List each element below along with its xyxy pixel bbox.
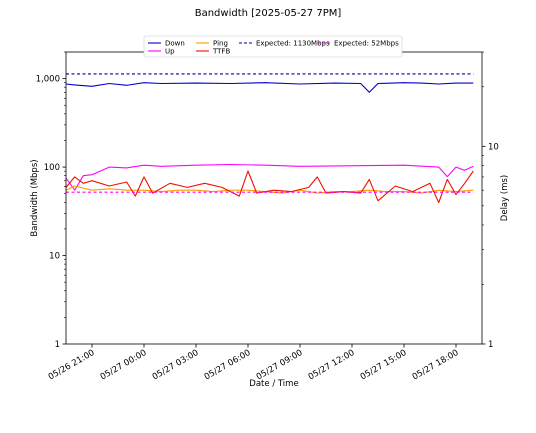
legend-label-expected-52mbps: Expected: 52Mbps	[334, 40, 399, 48]
series-line-down	[65, 82, 474, 93]
legend-label-ping: Ping	[213, 40, 228, 48]
x-tick-label: 05/27 18:00	[411, 348, 461, 383]
chart-title: Bandwidth [2025-05-27 7PM]	[195, 8, 342, 19]
x-tick-label: 05/27 06:00	[203, 348, 253, 383]
x-tick-label: 05/27 12:00	[307, 348, 357, 383]
y-tick-label: 10	[49, 252, 60, 262]
series-line-ttfb	[65, 170, 474, 204]
x-axis-title: Date / Time	[249, 379, 298, 389]
x-tick-label: 05/27 15:00	[359, 348, 409, 383]
legend-label-ttfb: TTFB	[212, 48, 230, 56]
y-axis-left: 1 10 100 1,000	[36, 51, 66, 350]
x-tick-label: 05/27 09:00	[255, 348, 305, 383]
legend-box	[143, 35, 403, 58]
y2-axis-title: Delay (ms)	[500, 175, 510, 221]
legend-label-down: Down	[165, 40, 185, 48]
x-axis: 05/26 21:00 05/27 00:00 05/27 03:00 05/27 0…	[47, 344, 461, 382]
legend-label-expected-1130mbps: Expected: 1130Mbps	[256, 40, 330, 48]
series-line-up	[65, 163, 474, 191]
x-tick-label: 05/26 21:00	[47, 348, 97, 383]
plot-area-frame	[65, 51, 483, 345]
y-axis-right: 1 10	[482, 51, 499, 350]
y2-tick-label: 1	[488, 340, 493, 350]
x-tick-label: 05/27 00:00	[99, 348, 149, 383]
series-layer	[65, 73, 474, 204]
y-axis-title: Bandwidth (Mbps)	[30, 159, 40, 236]
x-tick-label: 05/27 03:00	[151, 348, 201, 383]
y2-tick-label: 10	[488, 142, 499, 152]
y-tick-label: 1,000	[36, 75, 60, 85]
legend-label-up: Up	[165, 48, 175, 56]
y-tick-label: 1	[55, 340, 60, 350]
y-tick-label: 100	[44, 163, 60, 173]
